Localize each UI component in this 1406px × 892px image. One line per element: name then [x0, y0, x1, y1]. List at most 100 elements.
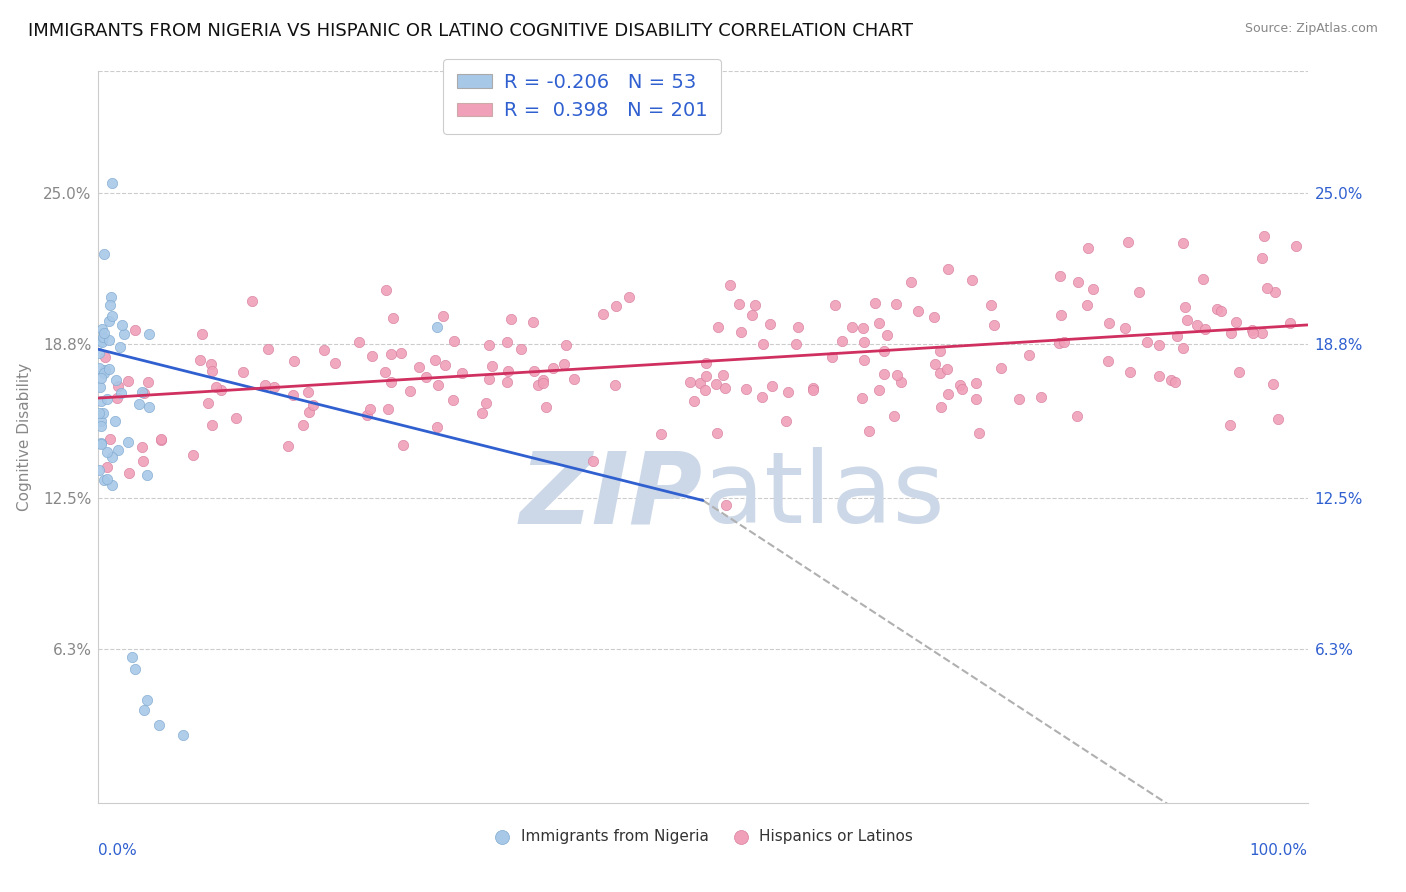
Point — [93, 326, 115, 341]
Point — [706, 426, 728, 441]
Point — [929, 401, 952, 415]
Point — [1191, 272, 1213, 286]
Point — [886, 368, 908, 382]
Point — [426, 320, 449, 334]
Point — [1175, 313, 1198, 327]
Point — [253, 378, 276, 392]
Point — [90, 437, 112, 451]
Point — [689, 376, 711, 391]
Point — [1267, 411, 1289, 425]
Point — [374, 366, 396, 380]
Point — [922, 310, 945, 325]
Point — [90, 419, 112, 434]
Point — [93, 473, 115, 487]
Point — [131, 440, 153, 454]
Point — [132, 454, 155, 468]
Point — [695, 369, 717, 384]
Point — [496, 375, 519, 389]
Point — [481, 359, 503, 373]
Point — [876, 327, 898, 342]
Point — [990, 361, 1012, 376]
Point — [541, 360, 564, 375]
Point — [801, 381, 824, 395]
Point — [751, 390, 773, 404]
Point — [112, 326, 135, 341]
Point — [98, 314, 121, 328]
Point — [650, 426, 672, 441]
Point — [693, 383, 716, 397]
Point — [108, 340, 131, 354]
Point — [706, 320, 728, 334]
Point — [831, 334, 853, 348]
Point — [562, 372, 585, 386]
Point — [100, 290, 122, 304]
Point — [380, 375, 402, 389]
Point — [87, 346, 110, 360]
Point — [100, 450, 122, 465]
Point — [751, 337, 773, 351]
Point — [1220, 326, 1243, 340]
Point — [96, 472, 118, 486]
Point — [190, 327, 212, 342]
Point — [415, 370, 437, 384]
Point — [714, 381, 737, 395]
Point — [96, 444, 118, 458]
Point — [105, 373, 128, 387]
Point — [380, 347, 402, 361]
Point — [110, 386, 132, 401]
Point — [1163, 376, 1185, 390]
Point — [1149, 368, 1171, 383]
Point — [1097, 354, 1119, 368]
Point — [90, 370, 112, 384]
Point — [232, 365, 254, 379]
Point — [938, 387, 960, 401]
Point — [1049, 308, 1071, 322]
Point — [1240, 323, 1263, 337]
Point — [225, 411, 247, 425]
Point — [475, 396, 498, 410]
Point — [582, 454, 605, 468]
Point — [478, 372, 501, 386]
Point — [90, 436, 112, 450]
Point — [714, 498, 737, 512]
Point — [128, 397, 150, 411]
Point — [605, 298, 627, 312]
Point — [297, 384, 319, 399]
Point — [1219, 418, 1241, 433]
Point — [531, 373, 554, 387]
Point — [1194, 322, 1216, 336]
Point — [758, 317, 780, 331]
Point — [89, 380, 111, 394]
Point — [1066, 409, 1088, 424]
Point — [138, 400, 160, 414]
Point — [90, 393, 112, 408]
Point — [111, 318, 134, 332]
Point — [277, 439, 299, 453]
Point — [936, 362, 959, 376]
Point — [104, 414, 127, 428]
Point — [592, 307, 614, 321]
Text: 0.0%: 0.0% — [98, 843, 138, 858]
Point — [695, 356, 717, 370]
Point — [824, 298, 846, 312]
Point — [200, 357, 222, 371]
Point — [172, 727, 194, 741]
Point — [432, 310, 454, 324]
Point — [93, 406, 115, 420]
Point — [93, 247, 115, 261]
Point — [356, 409, 378, 423]
Point — [980, 297, 1002, 311]
Point — [399, 384, 422, 399]
Point — [89, 463, 111, 477]
Point — [523, 364, 546, 378]
Point — [1149, 338, 1171, 352]
Point — [93, 366, 115, 380]
Point — [619, 290, 641, 304]
Text: atlas: atlas — [703, 447, 945, 544]
Point — [527, 378, 550, 392]
Point — [1076, 297, 1098, 311]
Text: ZIP: ZIP — [520, 447, 703, 544]
Point — [263, 380, 285, 394]
Point — [135, 693, 157, 707]
Point — [98, 362, 121, 376]
